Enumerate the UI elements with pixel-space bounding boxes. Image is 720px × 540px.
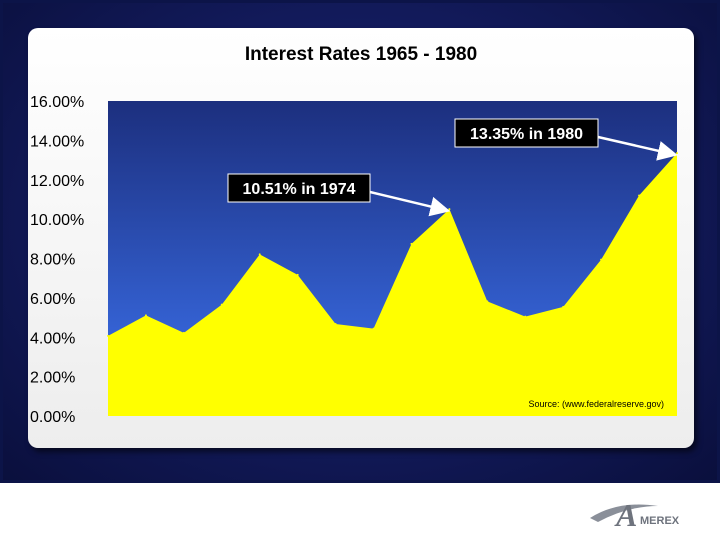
data-point-1969 <box>258 253 261 256</box>
chart-title: Interest Rates 1965 - 1980 <box>245 44 477 65</box>
y-tick-label: 4.00% <box>30 330 75 347</box>
callout-label: 13.35% in 1980 <box>470 126 583 143</box>
data-point-1966 <box>144 314 147 317</box>
data-point-1970 <box>296 273 299 276</box>
y-tick-label: 16.00% <box>30 94 84 111</box>
data-point-1965 <box>107 334 109 337</box>
y-tick-label: 10.00% <box>30 212 84 229</box>
data-point-1973 <box>410 242 413 245</box>
logo-text: MEREX <box>640 515 680 527</box>
logo-letter: A <box>614 497 637 532</box>
data-point-1977 <box>562 305 565 308</box>
rate-area <box>108 153 677 416</box>
callout-label: 10.51% in 1974 <box>243 181 356 198</box>
data-point-1971 <box>334 323 337 326</box>
source-note: Source: (www.federalreserve.gov) <box>528 399 664 409</box>
amerex-logo: A MEREX <box>590 497 680 532</box>
callout-box <box>227 173 371 203</box>
y-tick-label: 8.00% <box>30 252 75 269</box>
y-tick-label: 12.00% <box>30 173 84 190</box>
y-tick-label: 6.00% <box>30 291 75 308</box>
y-tick-label: 2.00% <box>30 370 75 387</box>
logo-swoosh-icon <box>590 504 658 522</box>
data-point-1978 <box>600 258 603 261</box>
data-point-1967 <box>182 331 185 334</box>
data-point-1974 <box>448 208 451 211</box>
data-point-1980 <box>676 152 678 155</box>
data-point-1979 <box>638 194 641 197</box>
callout-box <box>454 118 599 148</box>
data-point-1968 <box>220 303 223 306</box>
y-tick-label: 0.00% <box>30 409 75 426</box>
data-point-1976 <box>524 315 527 318</box>
slide-footer <box>0 483 720 540</box>
callout-arrow <box>369 190 451 217</box>
y-tick-label: 14.00% <box>30 133 84 150</box>
callout-arrow <box>597 135 678 161</box>
data-point-1972 <box>372 327 375 330</box>
data-point-1975 <box>486 300 489 303</box>
